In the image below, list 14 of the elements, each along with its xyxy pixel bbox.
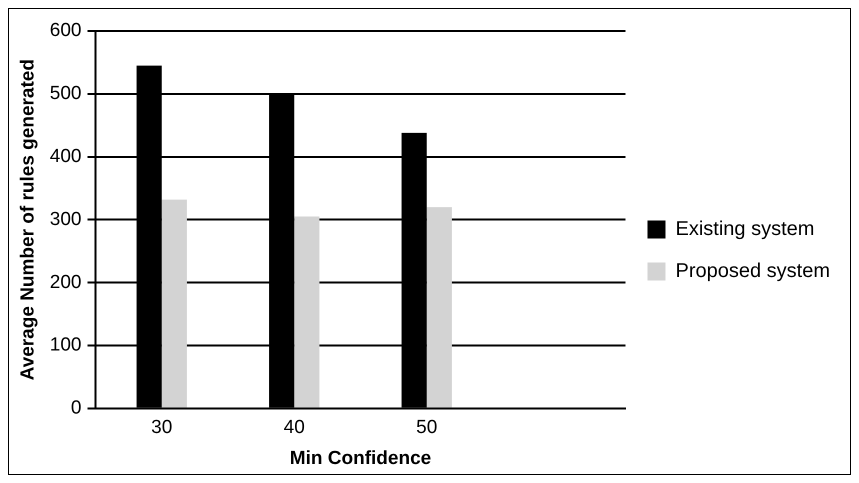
y-tick-label: 100	[50, 334, 82, 356]
legend-label: Proposed system	[675, 260, 830, 282]
x-tick-label: 40	[284, 417, 305, 438]
y-tick-label: 0	[70, 398, 82, 419]
y-tick-label: 200	[50, 272, 82, 293]
x-tick-label: 30	[151, 417, 172, 438]
x-tick-label: 50	[416, 417, 438, 438]
y-tick-label: 300	[50, 208, 82, 230]
x-axis-title: Min Confidence	[290, 448, 432, 469]
y-tick-label: 400	[50, 146, 82, 168]
legend-label: Existing system	[675, 218, 814, 240]
y-axis-title: Average Number of rules generated	[18, 59, 39, 380]
y-tick-label: 600	[50, 20, 82, 42]
y-tick-label: 500	[50, 83, 82, 104]
